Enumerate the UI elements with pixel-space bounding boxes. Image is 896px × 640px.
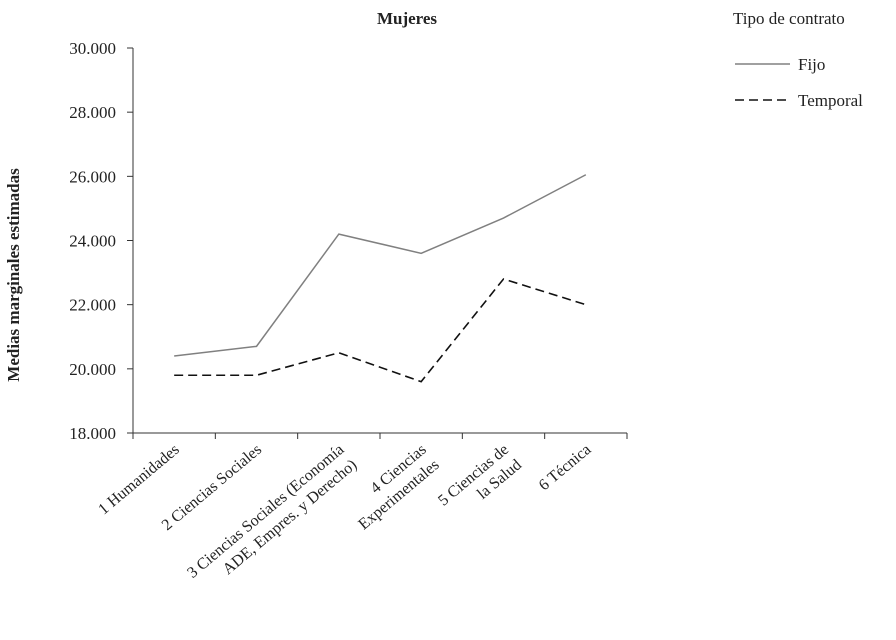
y-tick-label: 22.000 bbox=[69, 296, 116, 315]
x-tick-label: 6 Técnica bbox=[536, 441, 595, 494]
legend-title: Tipo de contrato bbox=[733, 9, 845, 28]
legend-label-fijo: Fijo bbox=[798, 55, 825, 74]
series-lines bbox=[174, 174, 587, 383]
y-tick-label: 26.000 bbox=[69, 167, 116, 186]
y-tick-label: 30.000 bbox=[69, 39, 116, 58]
x-tick-label: 4 CienciasExperimentales bbox=[343, 441, 443, 533]
legend: Tipo de contrato Fijo Temporal bbox=[733, 9, 863, 110]
series-line-temporal bbox=[174, 278, 587, 383]
legend-label-temporal: Temporal bbox=[798, 91, 863, 110]
y-axis-ticks: 18.000 20.000 22.000 24.000 26.000 28.000 30.0… bbox=[69, 39, 133, 443]
y-tick-label: 18.000 bbox=[69, 424, 116, 443]
series-line-fijo bbox=[174, 174, 587, 357]
x-tick-label: 1 Humanidades bbox=[95, 441, 183, 518]
y-tick-label: 24.000 bbox=[69, 232, 116, 251]
y-tick-label: 28.000 bbox=[69, 103, 116, 122]
chart-title: Mujeres bbox=[377, 9, 437, 28]
y-axis-label: Medias marginales estimadas bbox=[4, 168, 23, 382]
x-tick-label: 3 Ciencias Sociales (EconomíaADE, Empres… bbox=[184, 441, 360, 597]
x-tick-label: 5 Ciencias dela Salud bbox=[435, 441, 525, 525]
y-tick-label: 20.000 bbox=[69, 360, 116, 379]
